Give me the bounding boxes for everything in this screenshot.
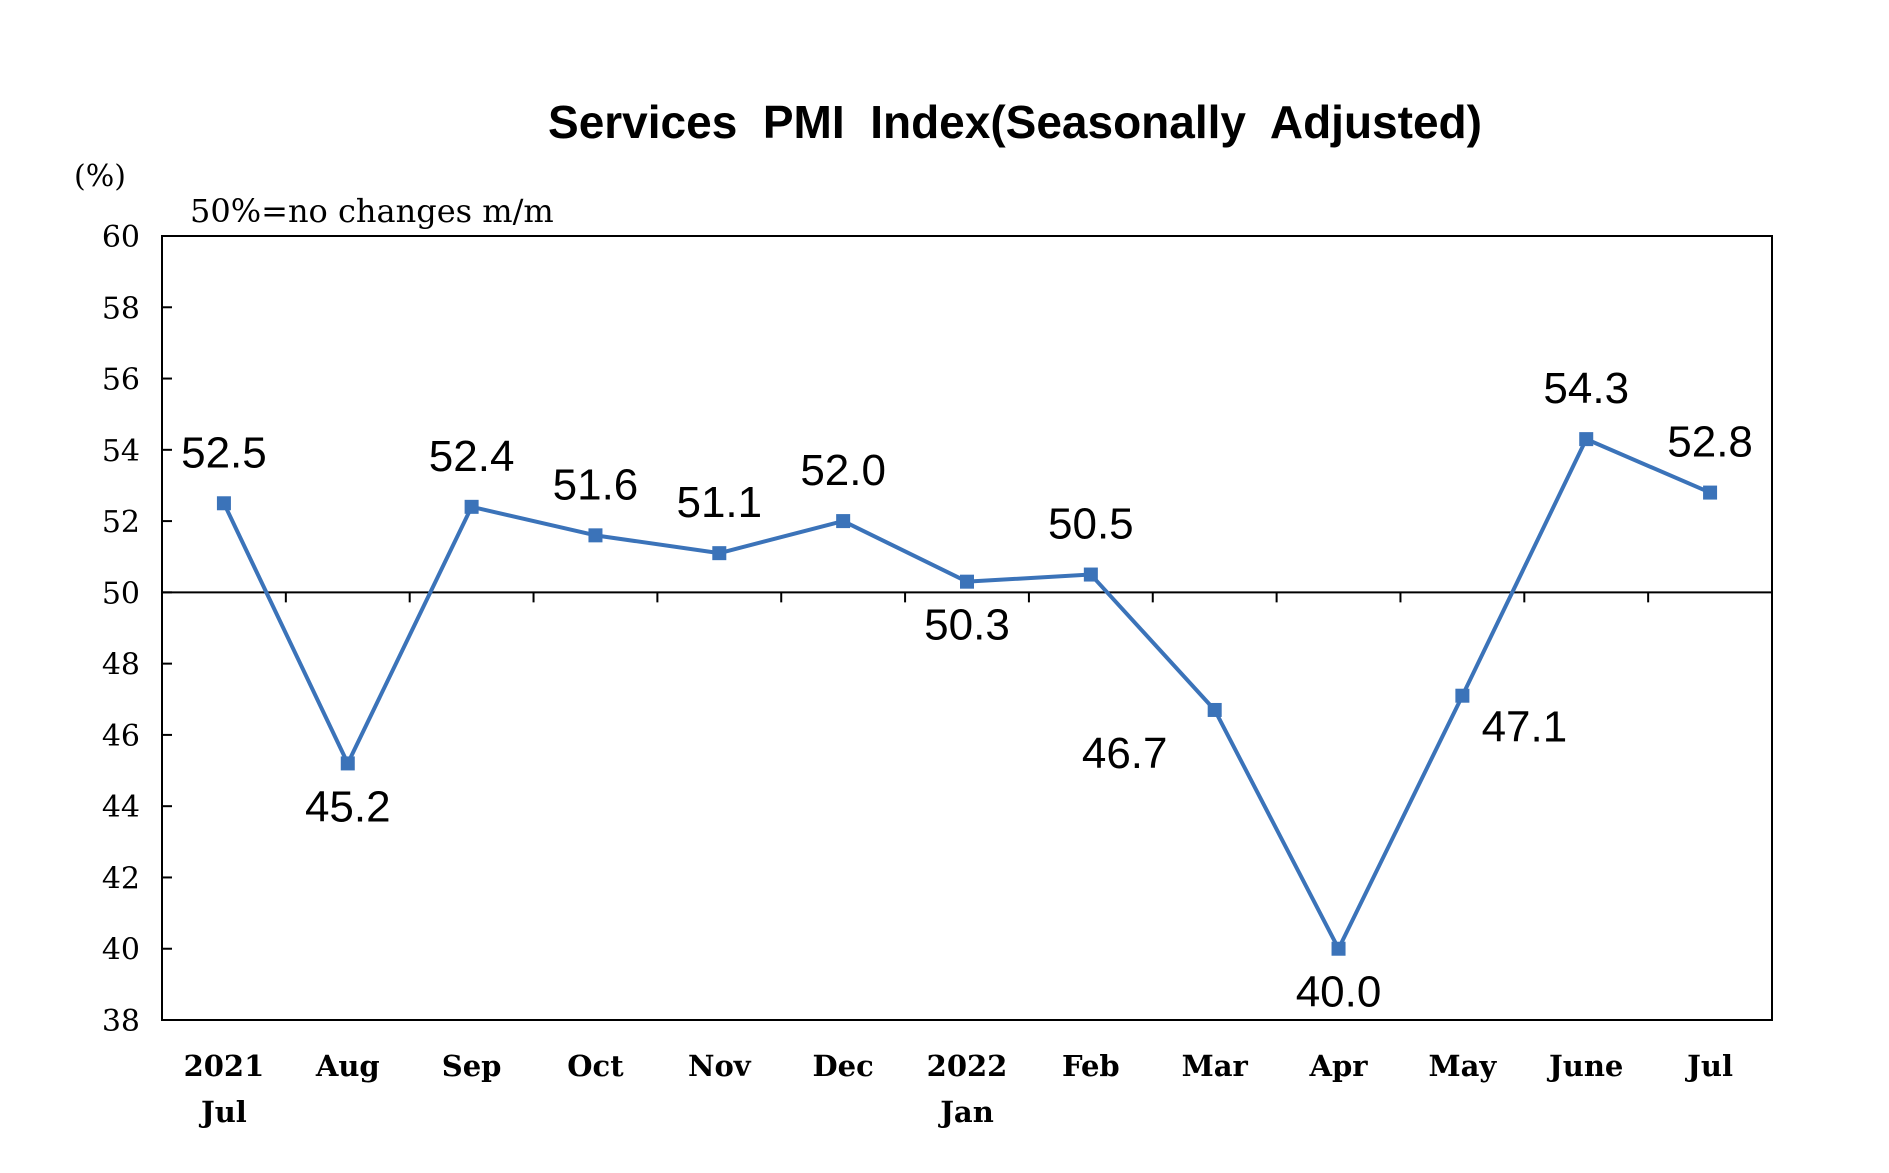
y-tick-label: 50 xyxy=(102,576,140,611)
series-line xyxy=(222,437,1711,951)
x-tick-label: June xyxy=(1546,1049,1623,1083)
x-tick-label: Feb xyxy=(1062,1049,1120,1083)
x-tick-label: May xyxy=(1429,1049,1498,1083)
data-point-marker xyxy=(960,574,974,589)
data-label: 40.0 xyxy=(1296,968,1382,1017)
x-tick-label: Jan xyxy=(937,1095,994,1129)
y-tick-label: 44 xyxy=(102,790,140,825)
data-point-marker xyxy=(588,528,603,543)
plot-area xyxy=(161,235,1773,1021)
data-label: 50.5 xyxy=(1048,500,1134,549)
data-label: 52.0 xyxy=(800,446,886,495)
x-tick-label: Aug xyxy=(315,1049,380,1083)
x-tick-label: Jul xyxy=(198,1095,247,1129)
data-label: 52.8 xyxy=(1667,418,1753,467)
data-point-marker xyxy=(1703,485,1718,500)
y-tick-label: 48 xyxy=(102,648,140,683)
x-tick-label: Jul xyxy=(1684,1049,1733,1083)
baseline-annotation: 50%=no changes m/m xyxy=(190,192,554,230)
y-tick-label: 60 xyxy=(102,220,140,255)
data-point-marker xyxy=(464,499,479,514)
data-label: 46.7 xyxy=(1082,729,1168,778)
data-label: 52.4 xyxy=(429,432,515,481)
data-point-marker xyxy=(1579,432,1594,447)
data-point-marker xyxy=(712,546,727,561)
y-tick-label: 54 xyxy=(102,434,140,469)
data-point-marker xyxy=(1083,567,1098,582)
y-tick-label: 42 xyxy=(102,861,140,896)
x-tick-label: Dec xyxy=(813,1049,874,1083)
data-point-marker xyxy=(1455,688,1470,703)
data-label: 52.5 xyxy=(181,428,267,477)
y-tick-label: 52 xyxy=(102,505,140,540)
y-tick-label: 58 xyxy=(102,291,140,326)
y-axis-unit: (%) xyxy=(74,159,126,194)
x-tick-label: Apr xyxy=(1309,1049,1369,1083)
y-tick-label: 56 xyxy=(102,363,140,398)
x-tick-label: Nov xyxy=(688,1049,752,1083)
y-tick-label: 40 xyxy=(102,933,140,968)
data-label: 47.1 xyxy=(1482,703,1568,752)
data-point-marker xyxy=(1207,702,1222,717)
y-tick-label: 46 xyxy=(102,719,140,754)
x-tick-label: 2022 xyxy=(927,1049,1008,1083)
x-tick-label: Oct xyxy=(567,1049,624,1083)
x-tick-label: Mar xyxy=(1182,1049,1249,1083)
data-point-marker xyxy=(340,756,355,771)
chart-title: Services PMI Index(Seasonally Adjusted) xyxy=(548,96,1482,148)
data-label: 51.1 xyxy=(676,478,762,527)
data-point-marker xyxy=(216,496,231,511)
x-tick-label: Sep xyxy=(442,1049,502,1083)
data-label: 45.2 xyxy=(305,782,391,831)
data-label: 54.3 xyxy=(1543,364,1629,413)
data-label: 50.3 xyxy=(924,601,1010,650)
data-point-marker xyxy=(836,514,851,529)
y-tick-label: 38 xyxy=(102,1004,140,1039)
x-tick-label: 2021 xyxy=(184,1049,265,1083)
data-label: 51.6 xyxy=(553,460,639,509)
data-point-marker xyxy=(1331,941,1346,956)
